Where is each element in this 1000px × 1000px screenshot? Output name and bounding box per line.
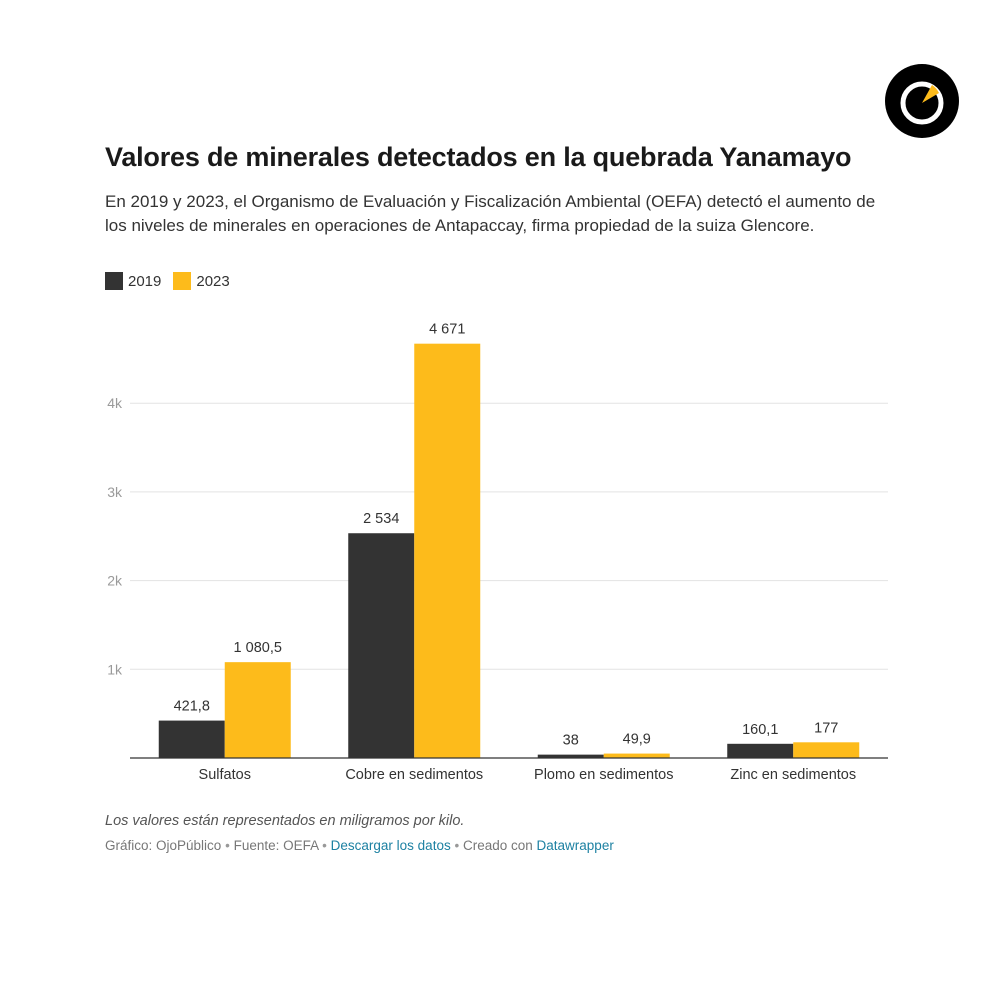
data-label: 49,9 (623, 732, 651, 748)
chart-subtitle: En 2019 y 2023, el Organismo de Evaluaci… (105, 192, 876, 235)
source-text: Fuente: OEFA (233, 838, 319, 853)
legend-label-2019: 2019 (128, 272, 162, 290)
created-with-text: Creado con (462, 838, 533, 853)
footer-separator: • (454, 838, 460, 853)
data-label: 38 (563, 733, 579, 749)
bar-2023 (793, 742, 860, 758)
bar-2019 (158, 720, 225, 758)
ojopublico-logo (885, 64, 959, 138)
y-tick-label: 1k (107, 661, 123, 677)
datawrapper-link[interactable]: Datawrapper (536, 838, 614, 853)
legend-swatch-2019 (105, 272, 123, 290)
data-label: 160,1 (742, 722, 778, 738)
x-tick-label: Sulfatos (199, 767, 251, 783)
data-label: 1 080,5 (234, 640, 282, 656)
x-tick-label: Plomo en sedimentos (534, 767, 673, 783)
bar-2019 (537, 754, 604, 758)
data-label: 421,8 (174, 699, 210, 715)
bar-2019 (727, 743, 794, 758)
x-tick-label: Zinc en sedimentos (730, 767, 856, 783)
chart-title: Valores de minerales detectados en la qu… (105, 142, 852, 172)
legend-item-2023: 2023 (173, 272, 230, 290)
y-tick-label: 3k (107, 484, 123, 500)
legend: 2019 2023 (105, 272, 242, 290)
download-data-link[interactable]: Descargar los datos (330, 838, 451, 853)
bar-2019 (348, 533, 415, 758)
x-tick-label: Cobre en sedimentos (345, 767, 483, 783)
legend-item-2019: 2019 (105, 272, 161, 290)
legend-swatch-2023 (173, 272, 192, 290)
data-label: 4 671 (429, 322, 465, 338)
footer-separator: • (225, 838, 230, 853)
chart-note: Los valores están representados en milig… (105, 813, 465, 829)
y-tick-label: 4k (107, 395, 123, 411)
y-tick-label: 2k (107, 573, 123, 589)
bar-chart: 1k 2k 3k 4k 421,8 1 080,5 Sulfatos 2 534 4 671 Co… (107, 322, 888, 783)
chart-footer: Gráfico: OjoPúblico • Fuente: OEFA • Des… (105, 838, 614, 853)
data-label: 2 534 (363, 511, 399, 527)
bar-2023 (414, 343, 481, 758)
bar-2023 (603, 753, 670, 758)
credit-text: Gráfico: OjoPúblico (105, 838, 222, 853)
legend-label-2023: 2023 (196, 272, 230, 290)
footer-separator: • (322, 838, 327, 853)
bar-2023 (224, 662, 291, 758)
data-label: 177 (814, 720, 838, 736)
